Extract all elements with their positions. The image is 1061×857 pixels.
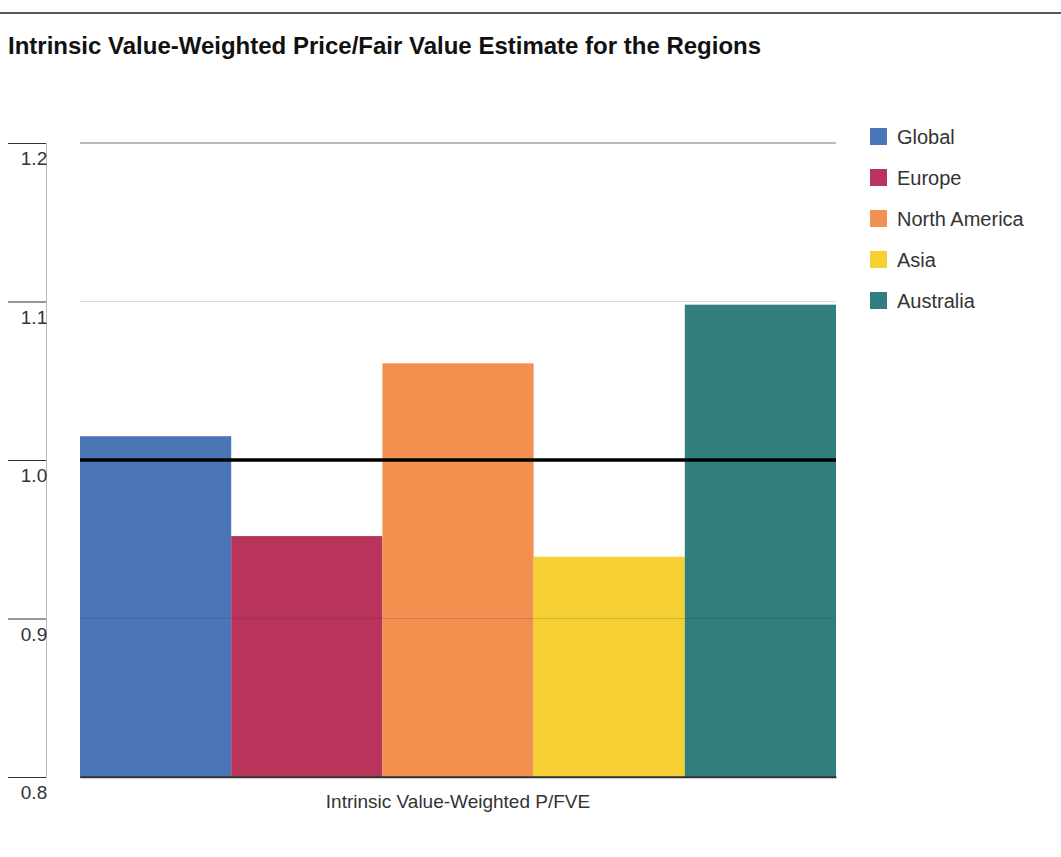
legend: Global Europe North America Asia Australia [870, 126, 1025, 312]
x-tick: Intrinsic Value-Weighted P/FVE [326, 777, 590, 812]
legend-label: Global [897, 126, 955, 148]
y-tick: 1.2 [8, 144, 47, 170]
y-tick-label: 1.2 [21, 148, 47, 169]
y-tick: 1.0 [8, 461, 47, 487]
bars [80, 305, 836, 777]
legend-swatch [870, 251, 887, 268]
y-tick: 1.1 [8, 302, 47, 328]
grid-line [80, 618, 836, 619]
y-tick-mark [8, 618, 46, 619]
bar [80, 436, 231, 777]
grid-line [80, 301, 836, 302]
y-tick-mark [8, 301, 46, 302]
bar [534, 557, 685, 777]
y-tick-mark [8, 460, 46, 461]
legend-item: Australia [870, 290, 976, 312]
x-tick-label: Intrinsic Value-Weighted P/FVE [326, 791, 590, 812]
x-axis-line [81, 777, 837, 779]
grid-line [80, 459, 836, 460]
bar [231, 536, 382, 777]
y-axis: 0.8 0.9 1.0 1.1 1.2 [8, 144, 47, 804]
y-axis-line [8, 144, 47, 778]
y-tick-label: 1.0 [21, 465, 47, 486]
y-tick-label: 1.1 [21, 307, 47, 328]
legend-swatch [870, 210, 887, 227]
title: Intrinsic Value-Weighted Price/Fair Valu… [8, 32, 761, 59]
legend-label: Europe [897, 167, 962, 189]
legend-swatch [870, 169, 887, 186]
grid-line [80, 776, 836, 778]
bar [382, 363, 533, 777]
legend-item: Europe [870, 167, 962, 189]
x-axis: Intrinsic Value-Weighted P/FVE [81, 777, 837, 812]
y-tick: 0.9 [8, 619, 47, 645]
legend-item: Asia [870, 249, 937, 271]
chart: Intrinsic Value-Weighted Price/Fair Valu… [0, 0, 1061, 857]
grid [80, 143, 836, 777]
y-tick: 0.8 [8, 778, 47, 804]
legend-swatch [870, 128, 887, 145]
legend-label: Australia [897, 290, 976, 312]
legend-item: Global [870, 126, 955, 148]
legend-label: North America [897, 208, 1025, 230]
grid-line [80, 142, 836, 143]
y-tick-label: 0.8 [21, 782, 47, 803]
y-tick-label: 0.9 [21, 624, 47, 645]
bar [685, 305, 836, 777]
legend-swatch [870, 292, 887, 309]
y-tick-mark [8, 143, 46, 144]
legend-item: North America [870, 208, 1025, 230]
reference-line [80, 458, 836, 462]
top-rule [0, 12, 1061, 14]
legend-label: Asia [897, 249, 937, 271]
y-tick-mark [8, 777, 46, 778]
